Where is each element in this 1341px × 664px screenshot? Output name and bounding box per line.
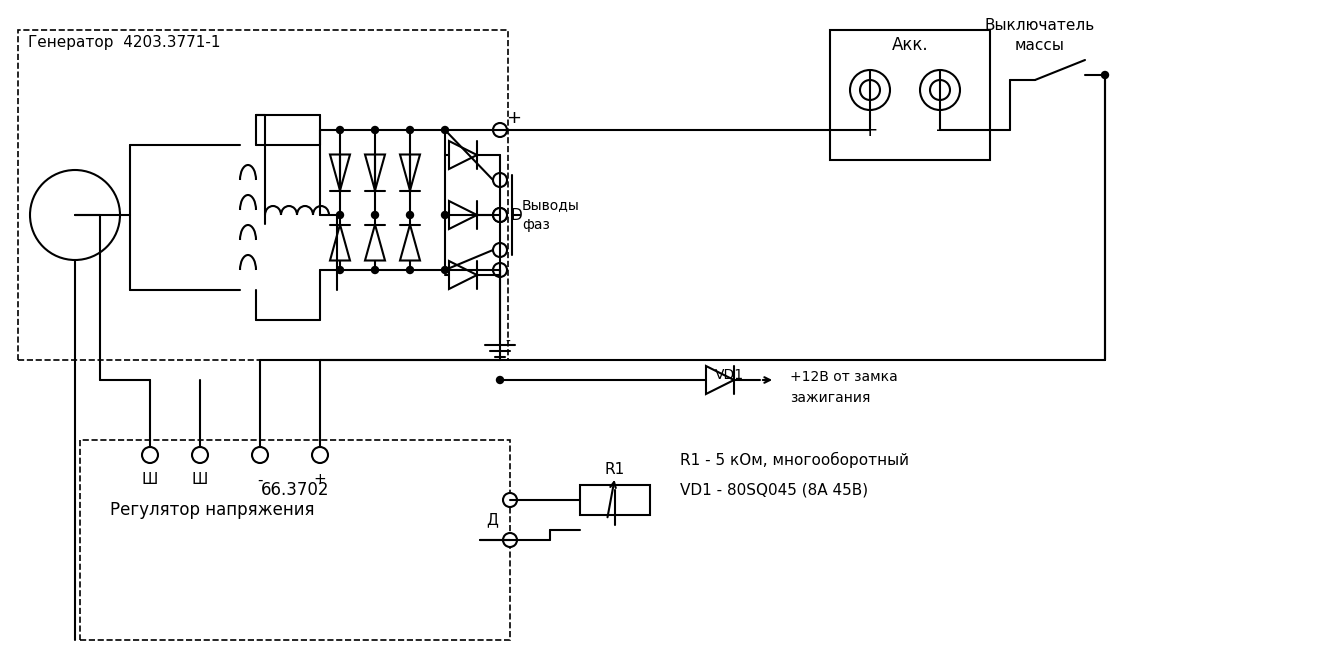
Text: Ш: Ш [142,473,158,487]
Circle shape [337,127,343,133]
Circle shape [850,70,890,110]
Polygon shape [330,155,350,191]
Text: -: - [257,473,263,487]
Bar [80,440,510,640]
Polygon shape [449,261,477,289]
Polygon shape [365,224,385,260]
Text: массы: массы [1015,37,1065,52]
Polygon shape [705,366,734,394]
Circle shape [252,447,268,463]
Circle shape [312,447,329,463]
Text: -: - [936,120,944,139]
Text: R1 - 5 кОм, многооборотный: R1 - 5 кОм, многооборотный [680,452,909,468]
Bar [830,30,990,160]
Circle shape [920,70,960,110]
Circle shape [406,127,413,133]
Circle shape [371,266,378,274]
Circle shape [441,127,448,133]
Text: +: + [314,473,326,487]
Circle shape [1101,72,1109,78]
Circle shape [406,212,413,218]
Text: VD1: VD1 [715,368,744,382]
Polygon shape [400,224,420,260]
Circle shape [493,208,507,222]
Circle shape [30,170,119,260]
Polygon shape [449,141,477,169]
Circle shape [337,266,343,274]
Circle shape [503,493,518,507]
Circle shape [493,173,507,187]
Text: +12В от замка: +12В от замка [790,370,897,384]
Text: +: + [862,120,878,139]
Text: Генератор  4203.3771-1: Генератор 4203.3771-1 [28,35,220,50]
Text: Акк.: Акк. [892,36,928,54]
Text: Выключатель: Выключатель [984,17,1096,33]
Circle shape [493,208,507,222]
Polygon shape [400,155,420,191]
Circle shape [371,212,378,218]
Circle shape [931,80,949,100]
Text: -: - [506,335,510,349]
Circle shape [496,376,503,384]
Circle shape [371,127,378,133]
Circle shape [493,263,507,277]
Text: D: D [510,207,522,222]
Circle shape [406,266,413,274]
Text: фаз: фаз [522,218,550,232]
Text: Выводы: Выводы [522,198,579,212]
Circle shape [441,266,448,274]
Text: Регулятор напряжения: Регулятор напряжения [110,501,315,519]
Circle shape [503,533,518,547]
Circle shape [337,212,343,218]
Text: +: + [506,109,522,127]
Polygon shape [449,201,477,229]
Polygon shape [330,224,350,260]
Text: 66.3702: 66.3702 [260,481,330,499]
Text: Д: Д [485,513,498,527]
Text: VD1 - 80SQ045 (8А 45В): VD1 - 80SQ045 (8А 45В) [680,483,868,497]
Circle shape [192,447,208,463]
Circle shape [441,212,448,218]
Text: зажигания: зажигания [790,391,870,405]
Circle shape [860,80,880,100]
Circle shape [142,447,158,463]
Bar [17,30,508,360]
Polygon shape [365,155,385,191]
Circle shape [493,243,507,257]
Text: R1: R1 [605,463,625,477]
Text: Ш: Ш [192,473,208,487]
Circle shape [493,123,507,137]
Bar [581,485,650,515]
